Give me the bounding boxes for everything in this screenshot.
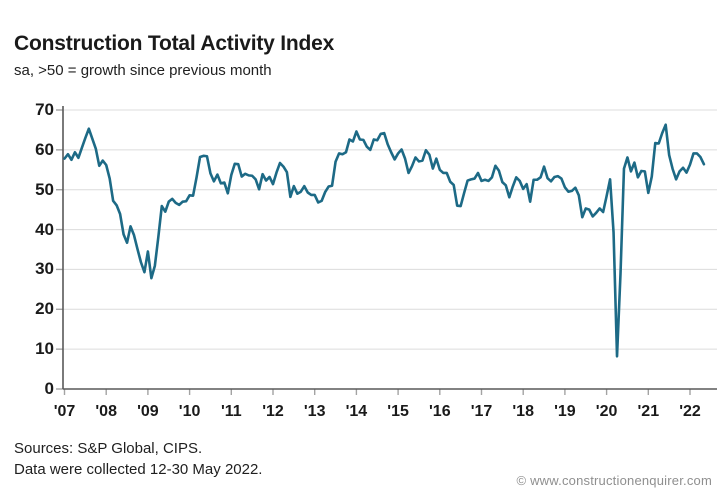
x-axis-label: '22 (679, 403, 701, 420)
x-axis-label: '21 (637, 403, 660, 420)
y-axis-label: 10 (35, 339, 54, 359)
y-axis-label: 40 (35, 219, 54, 239)
x-axis-label: '07 (53, 403, 76, 420)
y-axis-label: 30 (35, 259, 54, 279)
collection-note: Data were collected 12-30 May 2022. (14, 461, 263, 478)
x-axis-label: '08 (95, 403, 117, 420)
x-axis-label: '20 (595, 403, 618, 420)
x-axis-label: '11 (220, 403, 242, 420)
x-axis-label: '19 (554, 403, 576, 420)
y-axis-label: 20 (35, 299, 54, 319)
y-axis-label: 50 (35, 179, 54, 199)
x-axis-label: '17 (470, 403, 493, 420)
x-axis-label: '12 (262, 403, 284, 420)
x-axis-label: '16 (428, 403, 451, 420)
x-axis-label: '09 (137, 403, 159, 420)
sources-note: Sources: S&P Global, CIPS. (14, 440, 203, 457)
x-axis-label: '18 (512, 403, 534, 420)
copyright-watermark: © www.constructionenquirer.com (516, 473, 712, 488)
x-axis-label: '15 (387, 403, 409, 420)
y-axis-label: 60 (35, 139, 54, 159)
chart-subtitle: sa, >50 = growth since previous month (14, 62, 272, 79)
x-axis-label: '13 (303, 403, 326, 420)
chart-title: Construction Total Activity Index (14, 32, 335, 55)
y-axis-label: 0 (44, 379, 54, 398)
y-axis-label: 70 (35, 100, 54, 119)
x-axis-label: '14 (345, 403, 368, 420)
x-axis-label: '10 (178, 403, 201, 420)
activity-index-line (63, 123, 706, 358)
